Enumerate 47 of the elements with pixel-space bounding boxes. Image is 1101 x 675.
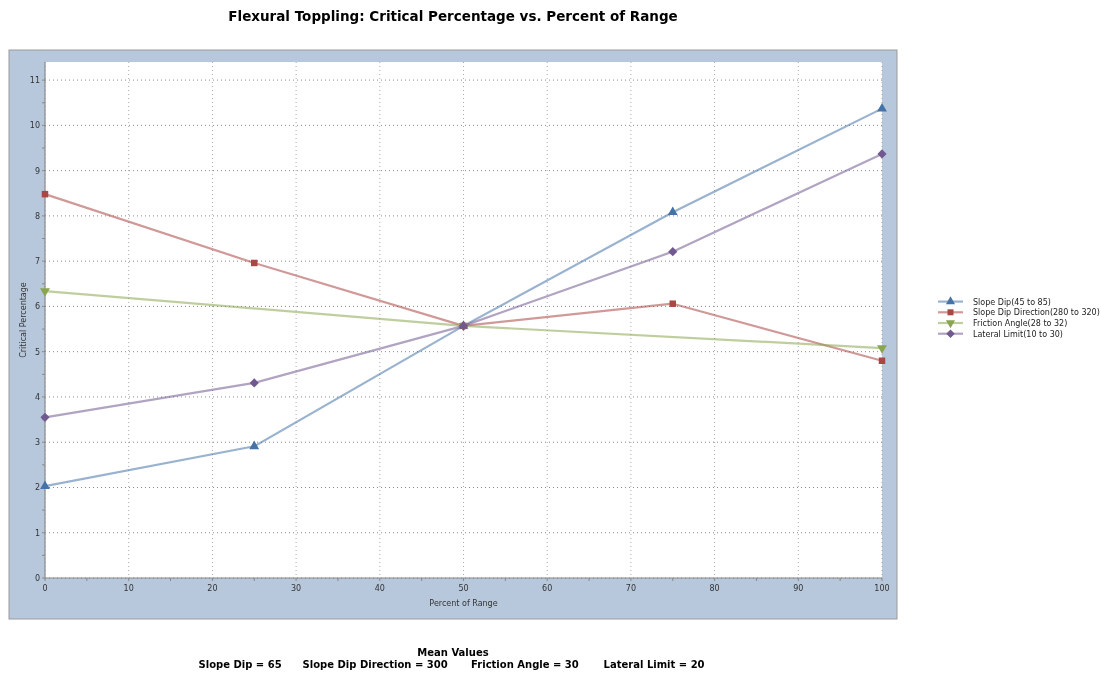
legend-label: Lateral Limit(10 to 30) xyxy=(973,329,1063,339)
y-tick-label: 9 xyxy=(34,166,40,176)
x-tick-label: 0 xyxy=(42,584,48,593)
y-tick-label: 1 xyxy=(34,528,40,538)
y-tick-label: 11 xyxy=(29,76,40,86)
point xyxy=(249,378,259,388)
point xyxy=(668,247,678,257)
point xyxy=(667,206,678,216)
point xyxy=(878,357,886,364)
y-tick-label: 0 xyxy=(34,574,40,583)
y-tick-label: 6 xyxy=(34,302,40,312)
y-axis-title: Critical Percentage xyxy=(19,282,28,358)
x-tick-label: 70 xyxy=(625,584,636,593)
y-tick-label: 2 xyxy=(34,483,40,493)
point xyxy=(877,345,887,354)
text: Slope Dip Direction = 300 xyxy=(302,659,448,670)
y-tick-label: 4 xyxy=(34,392,40,402)
x-tick-label: 80 xyxy=(709,584,720,593)
y-tick-label: 7 xyxy=(34,257,40,267)
x-tick-label: 60 xyxy=(542,584,553,593)
x-tick-label: 90 xyxy=(793,584,804,593)
point xyxy=(249,440,260,450)
point xyxy=(40,412,50,422)
x-tick-label: 50 xyxy=(458,584,469,593)
chart-title: Flexural Toppling: Critical Percentage vs. Percent of Range xyxy=(228,8,678,24)
y-tick-label: 8 xyxy=(34,211,40,221)
text: Slope Dip = 65 xyxy=(198,659,282,670)
x-tick-label: 10 xyxy=(123,584,134,593)
point xyxy=(40,288,50,297)
text: Lateral Limit = 20 xyxy=(603,659,705,670)
text: Mean Values xyxy=(417,647,489,658)
text: Friction Angle = 30 xyxy=(471,659,579,670)
legend-label: Friction Angle(28 to 32) xyxy=(973,319,1068,328)
x-tick-label: 20 xyxy=(207,584,218,593)
legend-label: Slope Dip Direction(280 to 320) xyxy=(973,308,1100,318)
legend-label: Slope Dip(45 to 85) xyxy=(973,297,1051,307)
x-tick-label: 100 xyxy=(874,584,890,593)
y-tick-label: 5 xyxy=(34,347,40,357)
y-tick-label: 10 xyxy=(29,121,40,131)
point xyxy=(877,149,887,159)
point xyxy=(669,300,676,307)
x-tick-label: 40 xyxy=(374,584,385,593)
x-tick-label: 30 xyxy=(291,584,302,593)
x-axis-title: Percent of Range xyxy=(429,599,498,608)
point xyxy=(41,190,49,198)
point xyxy=(40,480,50,489)
y-tick-label: 3 xyxy=(34,438,40,448)
